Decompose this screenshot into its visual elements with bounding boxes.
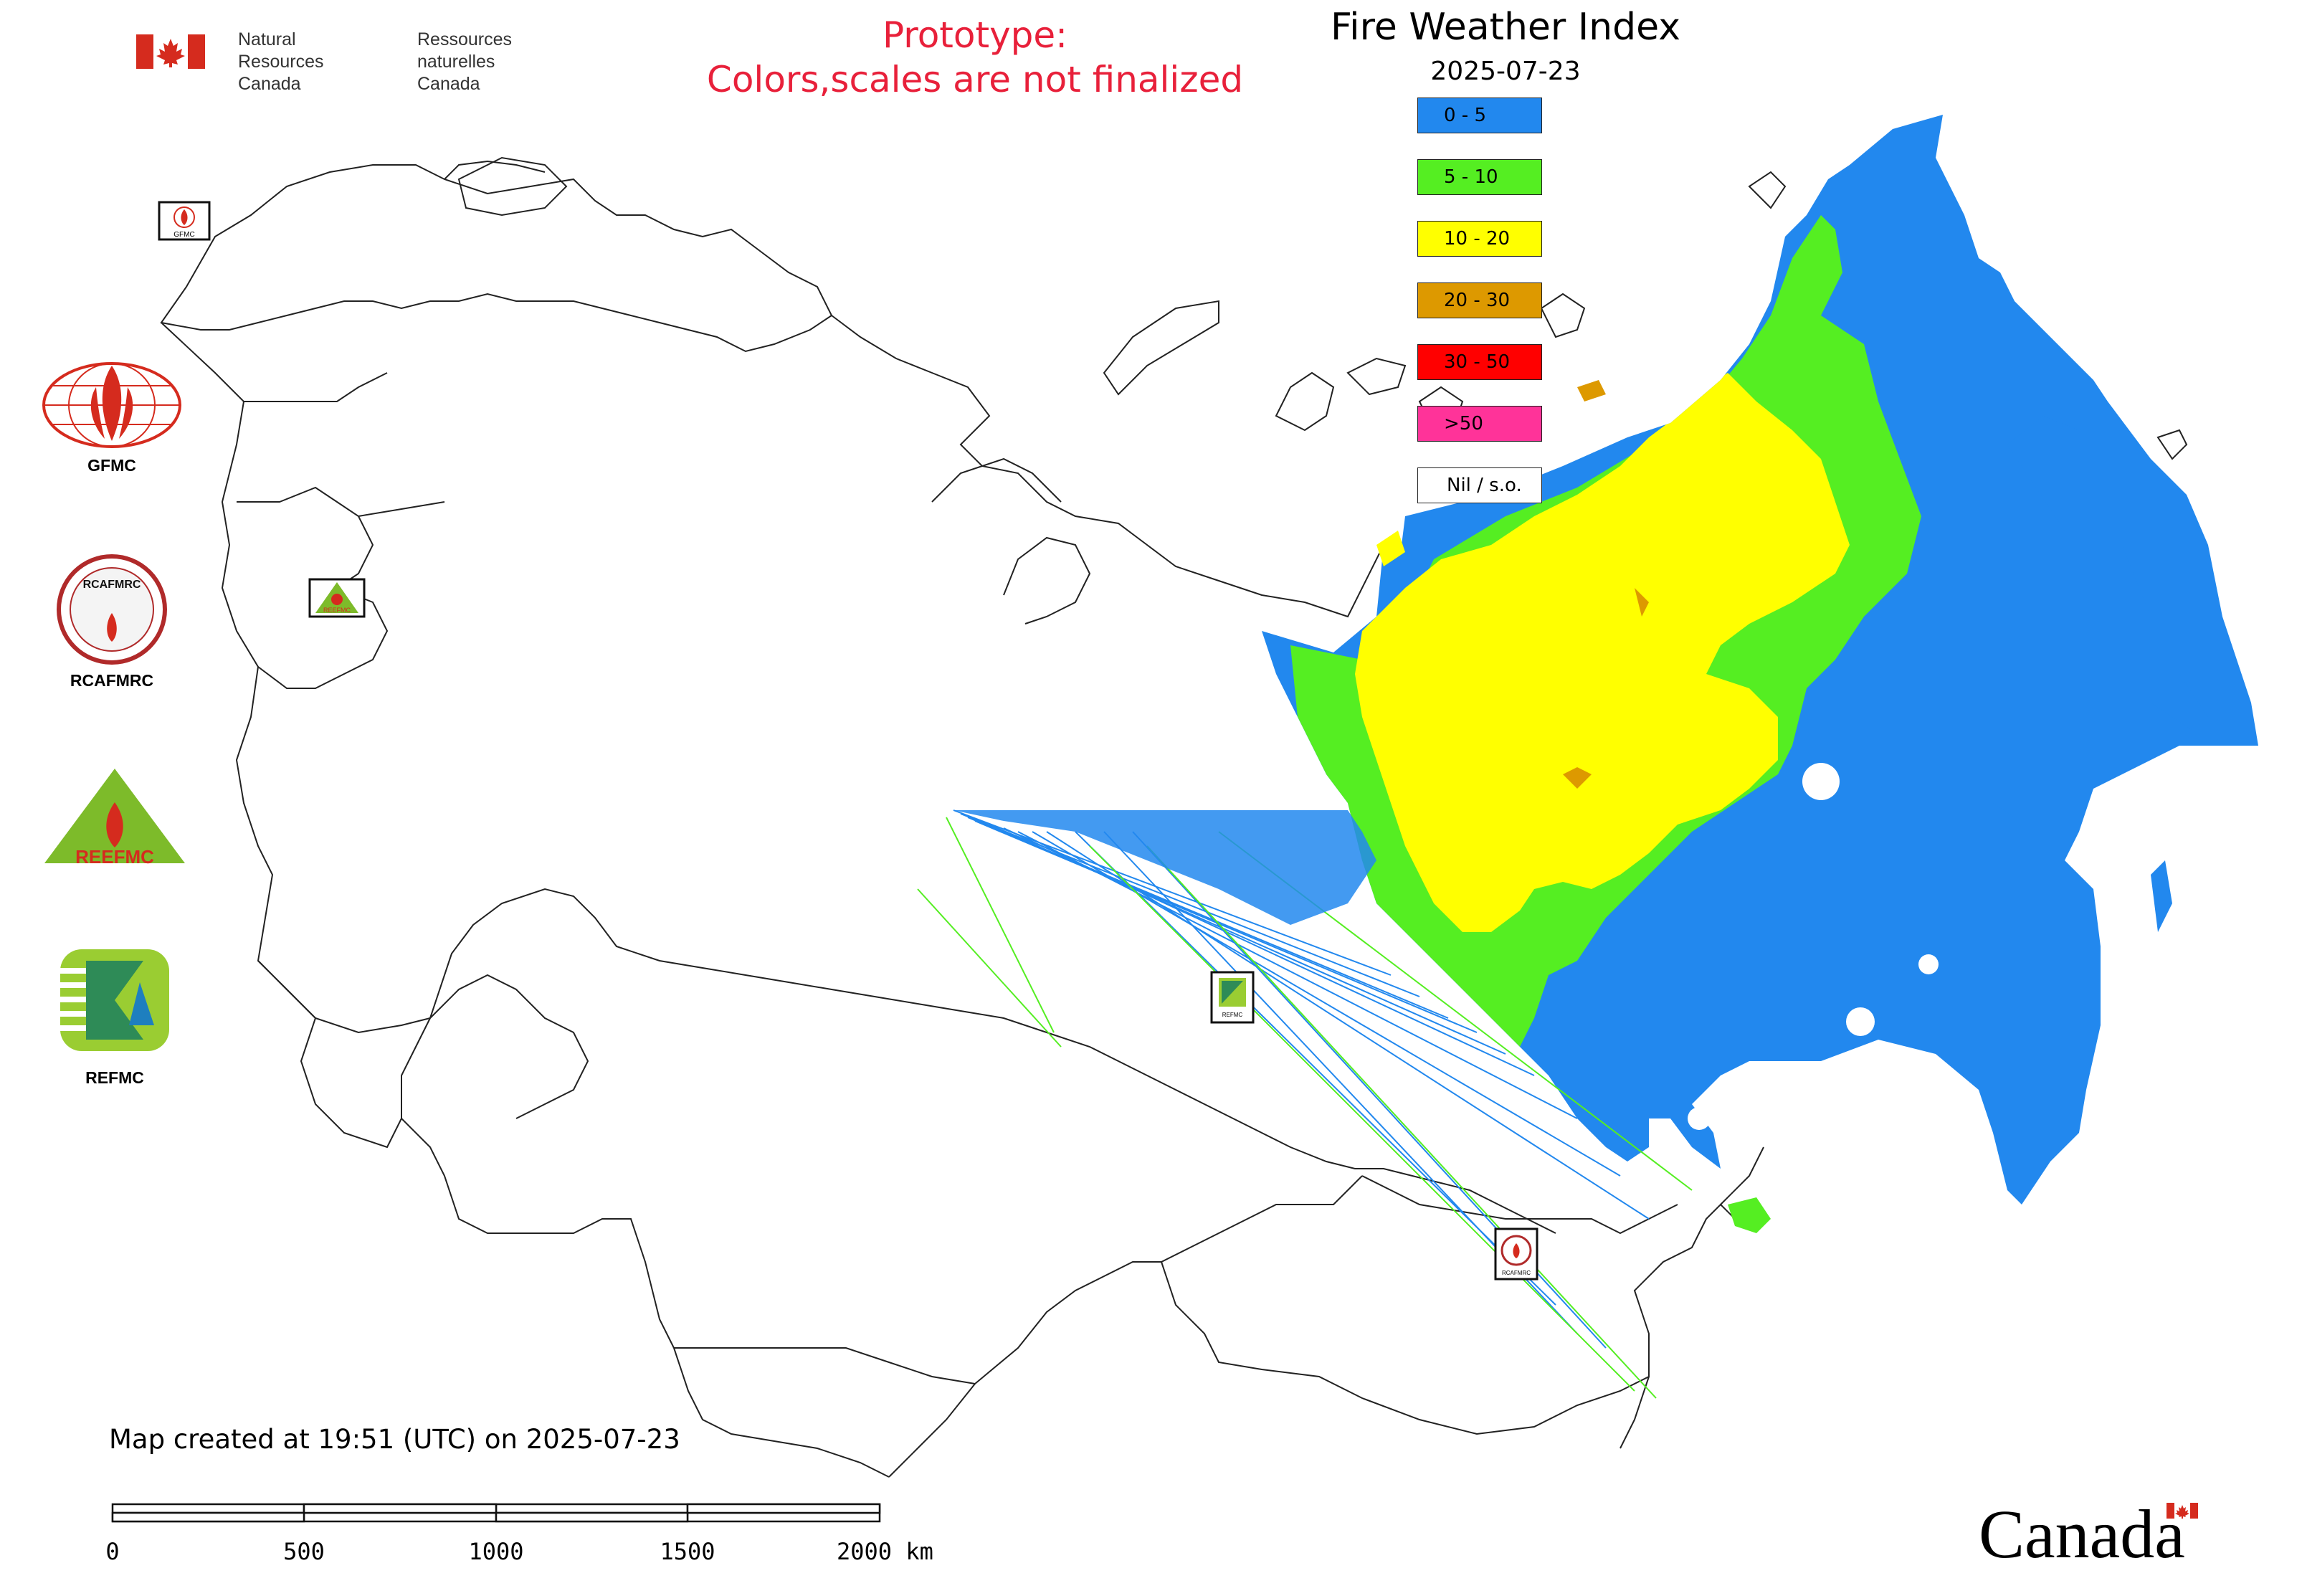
small-gfmc-logo: GFMC: [158, 201, 211, 241]
scale-bar: 0 500 1000 1500 2000 km: [105, 1504, 933, 1569]
legend-item-30-50: 30 - 50: [1417, 344, 1542, 380]
scale-label-0: 0: [105, 1538, 120, 1565]
small-reefmc-label: REEFMC: [323, 607, 351, 614]
small-refmc-label: REFMC: [1222, 1012, 1243, 1018]
rcafmrc-seal-icon: RCAFMRC: [57, 554, 167, 665]
legend-item-over-50: >50: [1417, 406, 1542, 442]
small-rcafmrc-logo: RCAFMRC: [1494, 1227, 1538, 1281]
agency-name-fr: Ressources naturelles Canada: [417, 29, 512, 95]
canada-wordmark-text: Canada: [1979, 1496, 2185, 1572]
legend-item-0-5: 0 - 5: [1417, 98, 1542, 133]
small-refmc-logo: REFMC: [1210, 971, 1255, 1024]
map-date: 2025-07-23: [1430, 57, 1581, 86]
rcafmrc-seal-text: RCAFMRC: [83, 579, 141, 591]
prototype-line1: Prototype:: [882, 14, 1068, 56]
canada-wordmark: Canada: [1979, 1491, 2222, 1570]
gfmc-caption: GFMC: [87, 456, 136, 475]
scale-label-1000: 1000: [468, 1538, 524, 1565]
reefmc-triangle-icon: REEFMC: [44, 769, 185, 868]
scale-label-1500: 1500: [660, 1538, 715, 1565]
small-rcafmrc-label: RCAFMRC: [1502, 1270, 1531, 1276]
prototype-notice: Prototype: Colors,scales are not finaliz…: [688, 13, 1262, 102]
fwi-raster: [917, 115, 2258, 1399]
refmc-emblem-icon: [60, 949, 169, 1051]
refmc-caption: REFMC: [85, 1068, 144, 1087]
small-reefmc-logo: REEFMC: [308, 578, 366, 618]
agency-name-en: Natural Resources Canada: [238, 29, 324, 95]
country-borders: [160, 156, 2188, 1478]
wordmark-flag-icon: [2167, 1503, 2198, 1519]
map-small-logos: GFMC REEFMC REFMC RCAFMRC: [158, 201, 1538, 1281]
rcafmrc-caption: RCAFMRC: [70, 671, 154, 690]
scale-bar-graphic: [111, 1503, 881, 1523]
legend-item-nil: Nil / s.o.: [1417, 467, 1542, 503]
legend-item-5-10: 5 - 10: [1417, 159, 1542, 195]
small-gfmc-label: GFMC: [173, 231, 194, 239]
canada-flag-icon: [136, 34, 205, 69]
agency-fr-line2: Canada: [417, 74, 480, 94]
agency-en-line1: Natural Resources: [238, 29, 324, 72]
scale-label-500: 500: [283, 1538, 325, 1565]
legend-item-20-30: 20 - 30: [1417, 282, 1542, 318]
legend-item-10-20: 10 - 20: [1417, 221, 1542, 257]
map-title: Fire Weather Index: [1331, 6, 1680, 49]
gfmc-logo: GFMC: [40, 358, 184, 480]
refmc-logo: REFMC: [57, 946, 172, 1090]
gfmc-globe-icon: [42, 362, 181, 448]
map-created-timestamp: Map created at 19:51 (UTC) on 2025-07-23: [109, 1424, 680, 1455]
agency-en-line2: Canada: [238, 74, 301, 94]
rcafmrc-logo: RCAFMRC RCAFMRC: [54, 552, 169, 695]
scale-label-2000: 2000 km: [837, 1538, 933, 1565]
prototype-line2: Colors,scales are not finalized: [706, 59, 1244, 100]
reefmc-logo-text: REEFMC: [75, 846, 154, 868]
agency-fr-line1: Ressources naturelles: [417, 29, 512, 72]
reefmc-logo: REEFMC: [37, 763, 192, 878]
